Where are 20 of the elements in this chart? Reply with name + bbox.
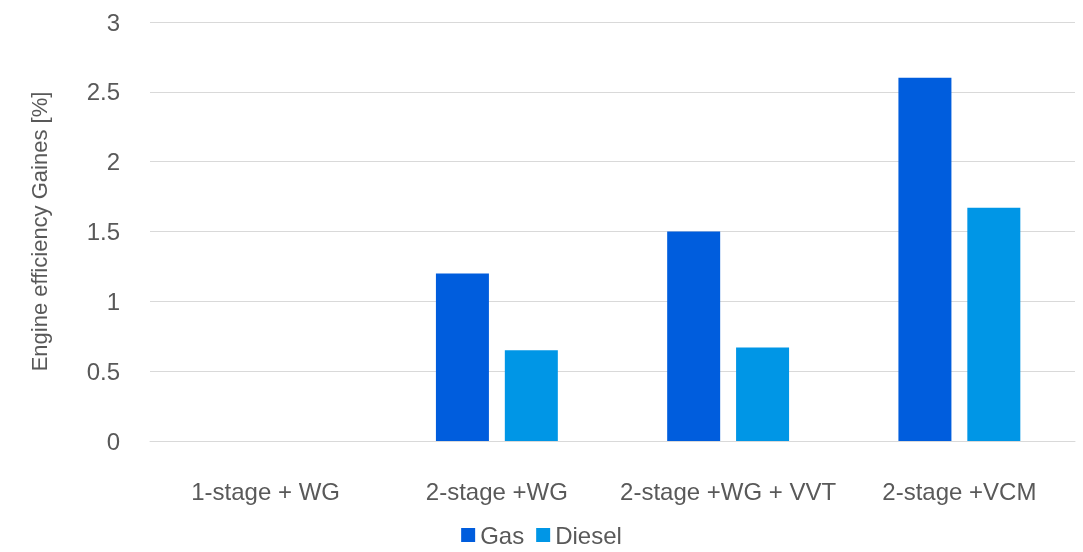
y-tick-label: 0: [106, 427, 120, 455]
y-tick-label: 2.5: [86, 78, 120, 106]
y-tick-label: 1.5: [86, 218, 120, 245]
y-tick-label: 3: [106, 8, 120, 36]
bar: [435, 273, 489, 441]
bar: [898, 77, 952, 441]
x-tick-label: 2-stage +WG: [425, 477, 568, 505]
y-axis-title: Engine efficiency Gaines [%]: [26, 91, 52, 372]
legend-label: Gas: [480, 521, 525, 549]
bar: [736, 347, 790, 441]
x-tick-label: 2-stage +WG + VVT: [620, 477, 837, 505]
y-tick-label: 0.5: [86, 357, 120, 385]
bar: [967, 207, 1021, 441]
bar: [504, 350, 558, 441]
bar: [667, 231, 721, 441]
y-tick-label: 1: [106, 287, 120, 315]
legend-label: Diesel: [555, 521, 622, 549]
y-tick-label: 2: [106, 148, 120, 176]
x-tick-label: 2-stage +VCM: [882, 477, 1037, 505]
x-tick-label: 1-stage + WG: [191, 477, 340, 505]
